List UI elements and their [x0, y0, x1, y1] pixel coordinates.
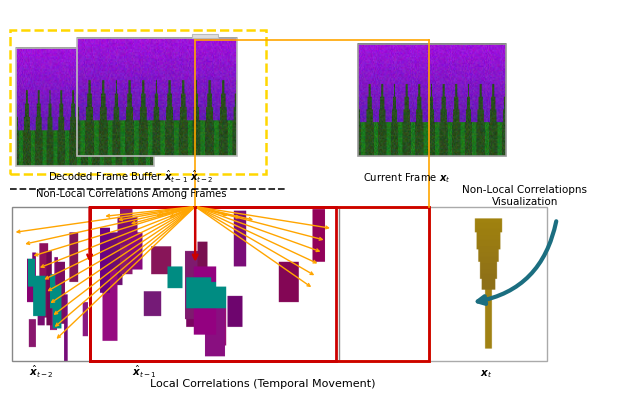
Text: Decoded Frame Buffer $\hat{\boldsymbol{x}}_{t-1}$ $\hat{\boldsymbol{x}}_{t-2}$: Decoded Frame Buffer $\hat{\boldsymbol{x… [49, 169, 214, 185]
Text: $\hat{\boldsymbol{x}}_{t-1}$: $\hat{\boldsymbol{x}}_{t-1}$ [131, 364, 157, 380]
Bar [90, 207, 336, 361]
Text: Non-Local Correlatiopns
Visualization: Non-Local Correlatiopns Visualization [462, 185, 588, 207]
Bar [10, 30, 266, 174]
Bar [429, 207, 547, 361]
FancyArrowPatch shape [477, 221, 556, 304]
Bar [16, 48, 154, 166]
Bar [12, 207, 117, 361]
Bar [77, 38, 237, 156]
Text: $\boldsymbol{x}_t$: $\boldsymbol{x}_t$ [480, 368, 493, 380]
Text: $\hat{\boldsymbol{x}}_{t-2}$: $\hat{\boldsymbol{x}}_{t-2}$ [29, 364, 54, 380]
Bar [358, 44, 506, 156]
Text: Local Correlations (Temporal Movement): Local Correlations (Temporal Movement) [150, 379, 375, 389]
Bar [90, 207, 429, 361]
Bar [90, 207, 429, 361]
Text: Non-Local Correlations Among Frames: Non-Local Correlations Among Frames [36, 189, 227, 199]
Bar [192, 34, 218, 38]
Bar [90, 207, 339, 361]
Text: Current Frame $\boldsymbol{x}_t$: Current Frame $\boldsymbol{x}_t$ [362, 171, 451, 185]
